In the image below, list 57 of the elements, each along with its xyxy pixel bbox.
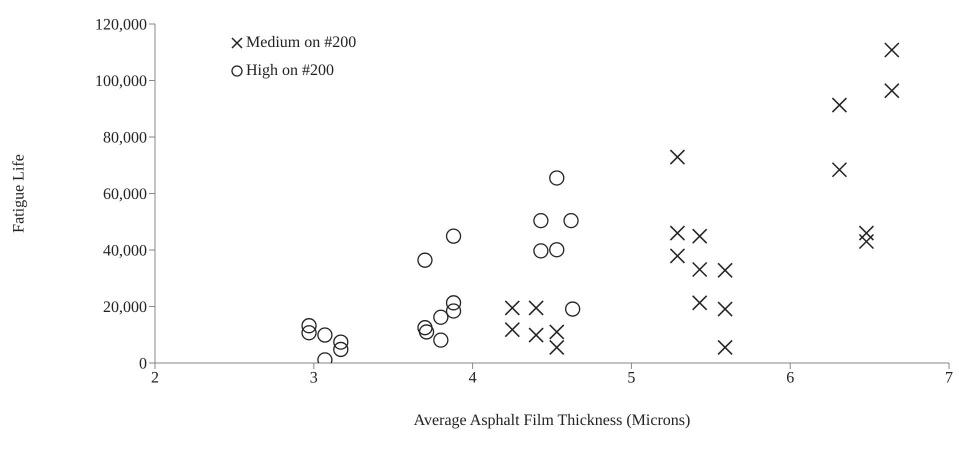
- y-tick-label: 120,000: [95, 16, 147, 34]
- point: [832, 97, 848, 113]
- point: [832, 162, 848, 178]
- point: [563, 212, 579, 228]
- point: [549, 324, 565, 340]
- point: [549, 242, 564, 258]
- x-tick-label: 5: [627, 369, 636, 386]
- point: [692, 262, 708, 278]
- legend-label: Medium on #200: [246, 34, 356, 52]
- point: [504, 322, 520, 338]
- point: [858, 225, 874, 241]
- point: [417, 320, 433, 336]
- x-axis-title: Average Asphalt Film Thickness (Microns): [414, 412, 690, 429]
- point: [528, 327, 544, 343]
- x-tick-label: 7: [945, 369, 953, 386]
- y-axis-title: Fatigue Life: [10, 154, 28, 233]
- x-tick-label: 6: [786, 369, 794, 386]
- point: [670, 248, 686, 264]
- point: [884, 82, 900, 98]
- point: [418, 324, 434, 340]
- point: [692, 295, 708, 311]
- point: [446, 303, 462, 319]
- point: [301, 325, 317, 340]
- point: [884, 42, 900, 58]
- point: [317, 327, 333, 343]
- point: [858, 234, 874, 250]
- point: [692, 228, 708, 244]
- y-tick-label: 80,000: [103, 130, 147, 147]
- legend-label: High on #200: [246, 62, 334, 80]
- point: [717, 340, 733, 356]
- y-tick-label: 20,000: [103, 299, 147, 316]
- point: [528, 300, 544, 316]
- point: [549, 170, 564, 186]
- point: [333, 334, 348, 350]
- point: [717, 262, 733, 278]
- x-tick-label: 3: [310, 369, 318, 386]
- y-tick-label: 60,000: [103, 186, 147, 204]
- point: [301, 318, 317, 334]
- point: [549, 340, 565, 356]
- point: [504, 300, 520, 316]
- point: [533, 243, 549, 258]
- point: [333, 342, 348, 358]
- y-tick-label: 40,000: [103, 242, 147, 260]
- x-tick-label: 2: [151, 369, 159, 386]
- point: [433, 310, 448, 325]
- point: [670, 225, 686, 241]
- point: [433, 332, 448, 348]
- point: [417, 252, 433, 268]
- point: [446, 228, 462, 244]
- point: [717, 301, 733, 317]
- y-tick-label: 0: [139, 356, 147, 373]
- y-tick-label: 100,000: [95, 73, 147, 90]
- point: [670, 149, 686, 165]
- point: [564, 301, 580, 317]
- point: [446, 295, 462, 310]
- point: [533, 212, 549, 228]
- x-tick-label: 4: [468, 369, 477, 386]
